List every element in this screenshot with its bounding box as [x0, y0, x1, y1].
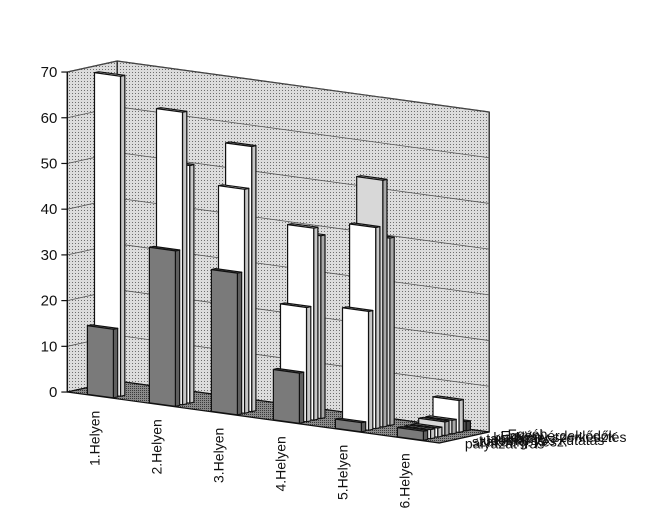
bar-front	[210, 269, 238, 416]
category-label: 3.Helyen	[210, 428, 226, 483]
y-axis: 0 10 20 30 40 50 60 70	[41, 64, 69, 401]
series-label: Egyéb	[508, 426, 548, 442]
bar-side	[422, 429, 429, 441]
category-label: 6.Helyen	[396, 453, 412, 508]
bar-side	[251, 145, 257, 413]
bar-side	[451, 418, 457, 435]
y-tick-label: 0	[49, 384, 57, 401]
bar	[210, 268, 243, 416]
y-tick-label: 50	[41, 155, 58, 172]
y-tick-label: 70	[41, 64, 58, 81]
bar-side	[305, 305, 312, 423]
category-label: 5.Helyen	[334, 445, 350, 500]
bar-side	[320, 234, 326, 420]
series-label: szakdolg. kész.	[472, 434, 568, 450]
bar	[148, 245, 181, 407]
bar-side	[243, 187, 250, 414]
bar-front	[334, 418, 362, 433]
bar-side	[465, 420, 471, 432]
bar-side	[313, 226, 319, 421]
bar-side	[437, 426, 443, 438]
bar-side	[360, 421, 367, 433]
category-label: 1.Helyen	[86, 411, 102, 466]
bar-side	[444, 420, 450, 437]
gridline-left	[67, 60, 118, 73]
bar-side	[298, 371, 305, 424]
series-label: kiadvány szerkesztés	[493, 429, 626, 445]
bar	[272, 367, 305, 424]
bar-side	[189, 163, 195, 404]
series-label: tanulás	[486, 431, 531, 447]
bar-side	[174, 249, 181, 407]
bar-front	[86, 325, 115, 399]
bar-side	[429, 428, 436, 440]
y-tick-label: 30	[41, 247, 58, 264]
category-labels: 1.Helyen 2.Helyen 3.Helyen 4.Helyen 5.Helyen…	[86, 411, 412, 509]
bar	[396, 426, 429, 441]
bar-front	[148, 246, 176, 407]
gridline-back	[117, 60, 490, 113]
bar-front	[272, 368, 300, 424]
y-tick-label: 20	[41, 293, 58, 310]
bar-side	[112, 327, 119, 399]
series-label: tudományos kutatás	[479, 432, 604, 448]
series-label: Egyéni érdeklődők	[501, 427, 617, 443]
series-label: pályázat írás	[465, 435, 544, 451]
y-tick-label: 60	[41, 110, 58, 127]
bars	[86, 71, 471, 441]
bar	[86, 324, 119, 399]
y-tick-label: 40	[41, 201, 58, 218]
bar-side	[181, 110, 188, 406]
category-label: 2.Helyen	[148, 419, 164, 474]
bar-side	[119, 74, 126, 397]
bar	[334, 417, 367, 433]
bar-side	[458, 398, 464, 434]
y-tick-label: 10	[41, 338, 58, 355]
bar-side	[236, 271, 243, 416]
bar-side	[367, 309, 374, 431]
bar-front	[341, 307, 370, 431]
category-label: 4.Helyen	[272, 436, 288, 491]
bar-front	[396, 427, 424, 441]
bar	[341, 306, 374, 431]
bar-side	[389, 236, 395, 427]
bar-side	[382, 178, 388, 428]
bar-side	[375, 226, 381, 430]
